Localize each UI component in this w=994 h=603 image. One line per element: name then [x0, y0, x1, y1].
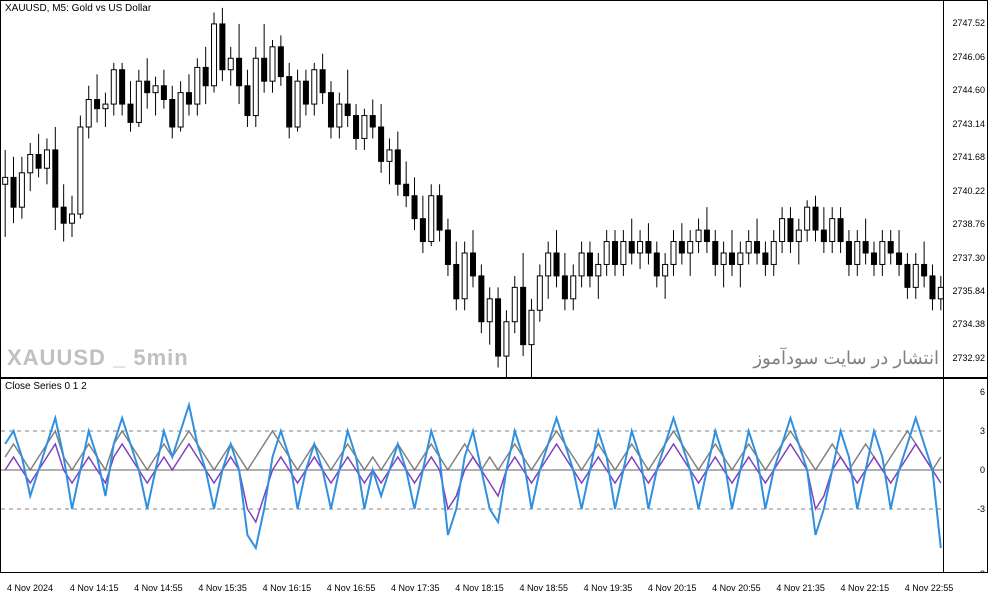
indicator-chart[interactable]: Close Series 0 1 2 -8-3036 — [0, 378, 988, 573]
price-axis: 2732.922734.382735.842737.302738.762740.… — [943, 1, 987, 377]
main-chart[interactable]: XAUUSD, M5: Gold vs US Dollar XAUUSD _ 5… — [0, 0, 988, 378]
time-axis: 4 Nov 20244 Nov 14:154 Nov 14:554 Nov 15… — [0, 573, 988, 603]
watermark-source: انتشار در سایت سودآموز — [753, 348, 939, 369]
watermark-symbol: XAUUSD _ 5min — [7, 345, 189, 371]
indicator-axis: -8-3036 — [943, 379, 987, 572]
indicator-title: Close Series 0 1 2 — [5, 381, 87, 392]
chart-title: XAUUSD, M5: Gold vs US Dollar — [5, 3, 151, 14]
